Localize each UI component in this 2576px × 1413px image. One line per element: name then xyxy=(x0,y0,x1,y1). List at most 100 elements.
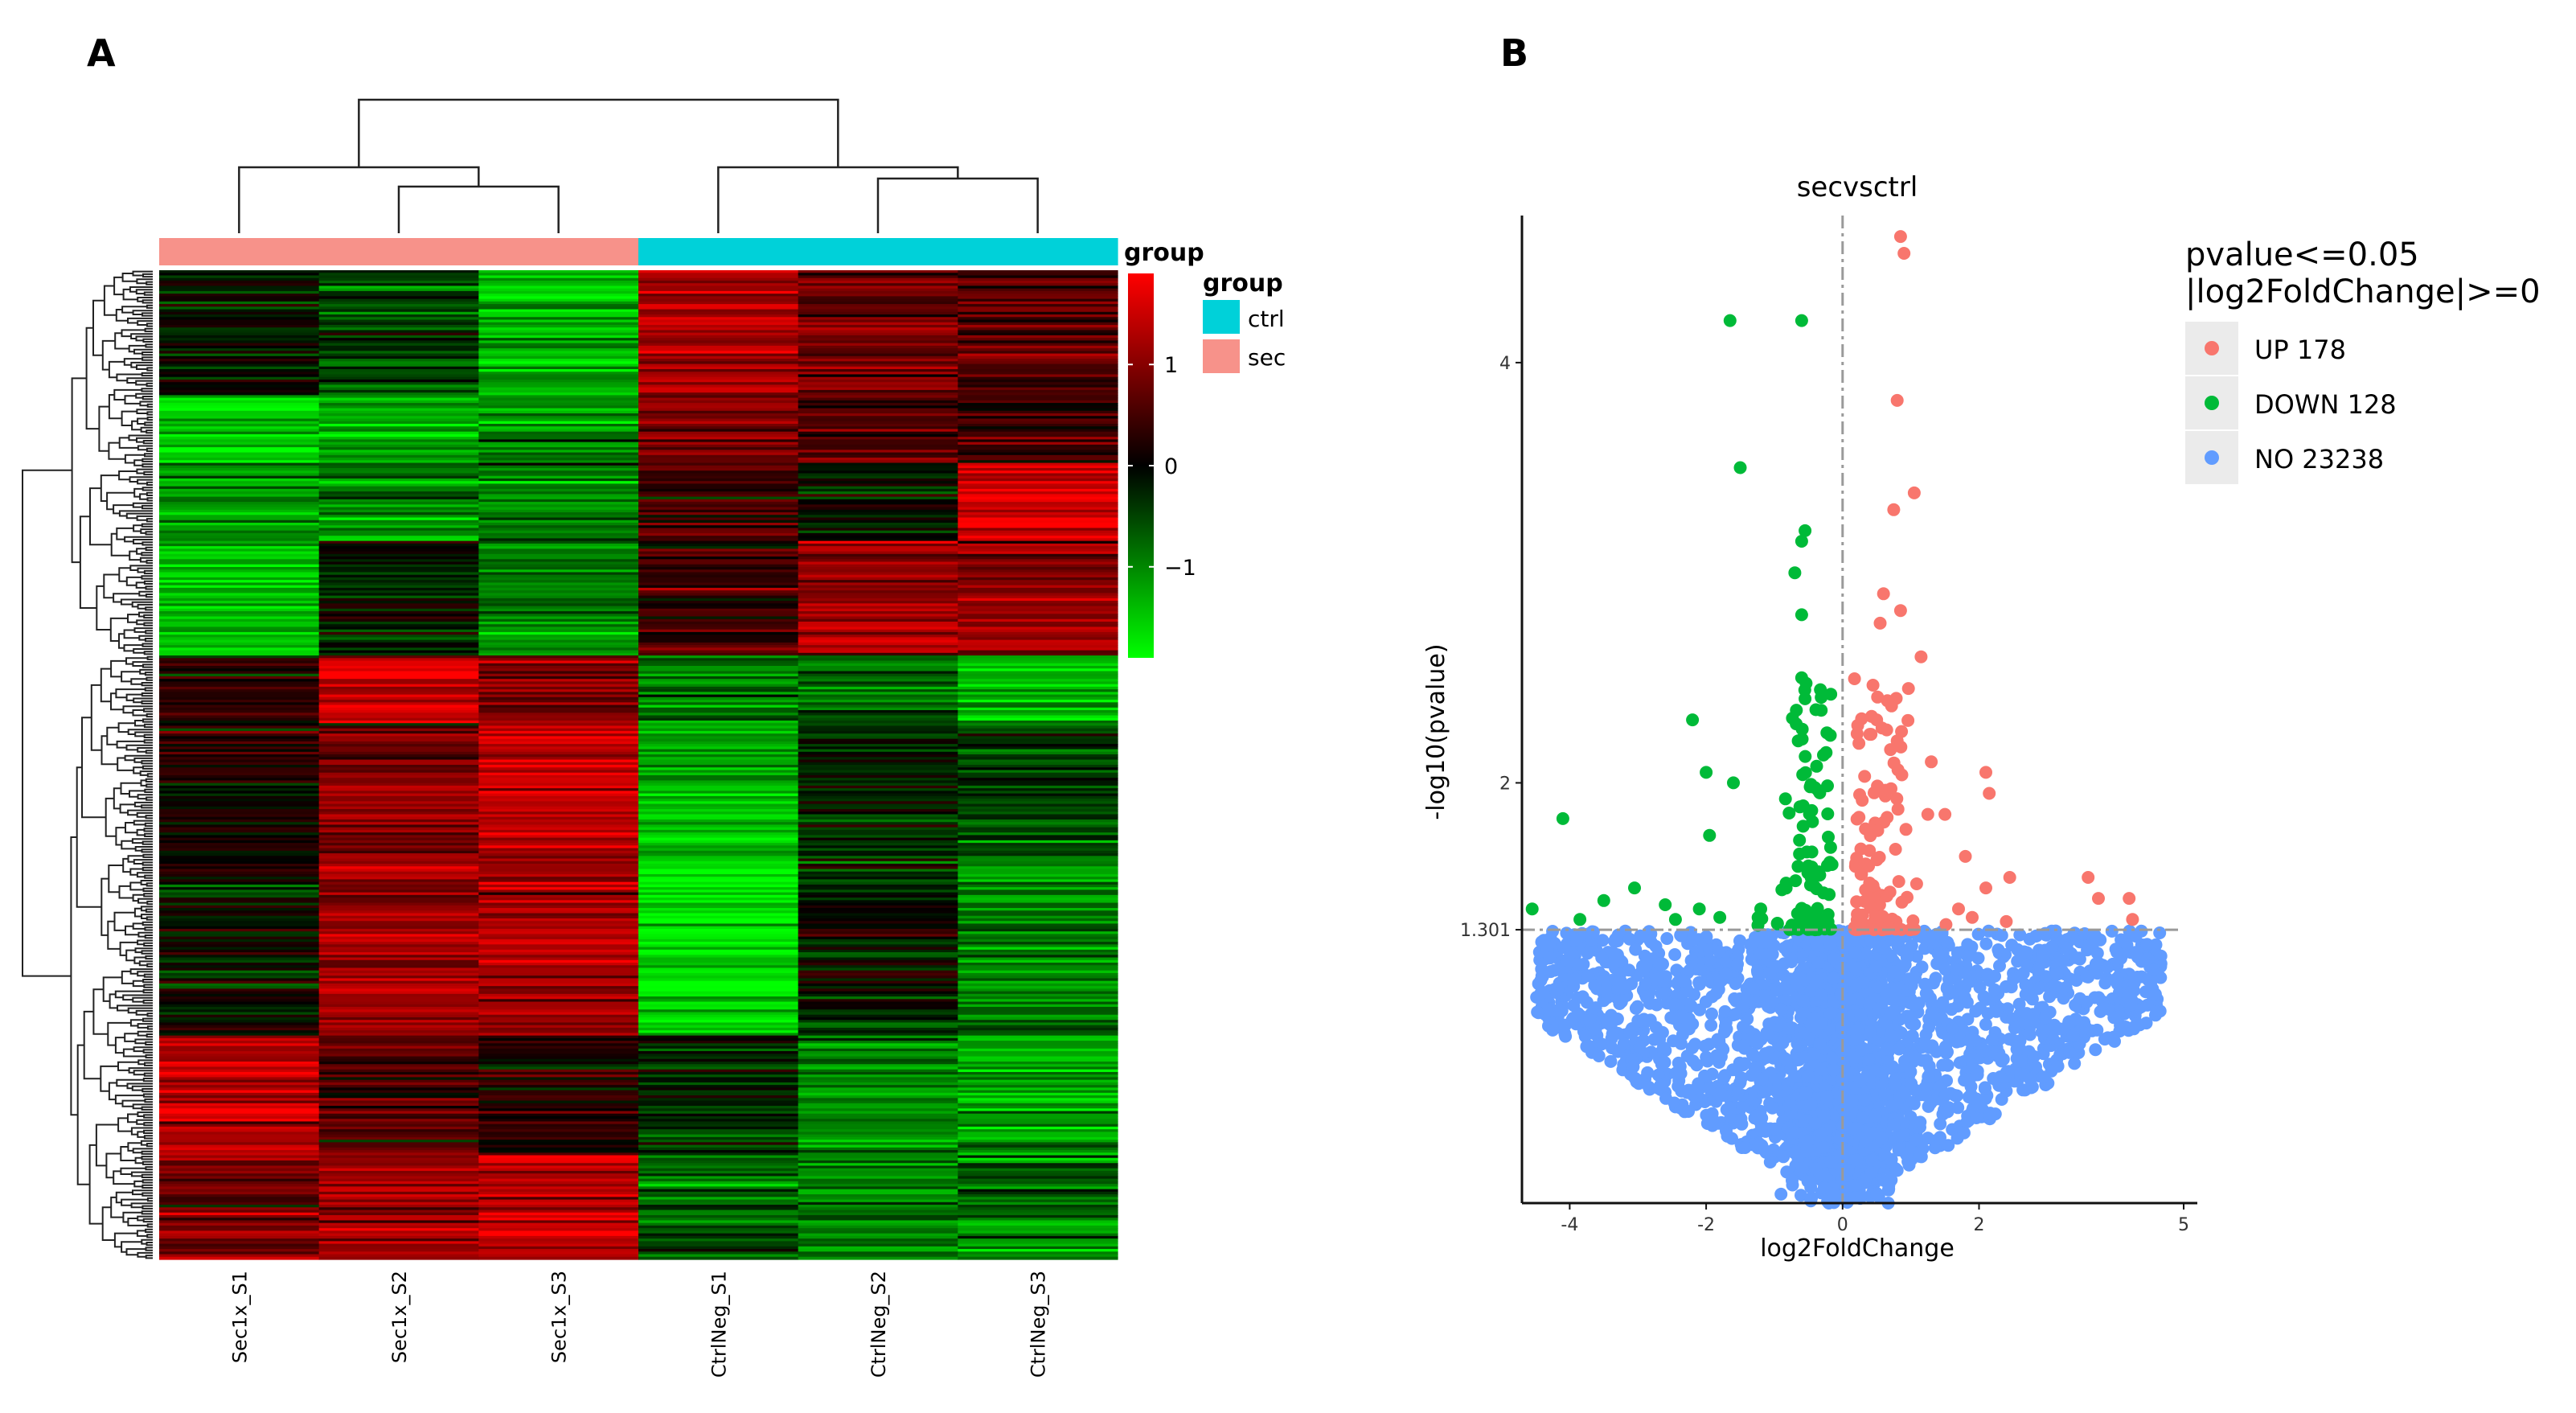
heatmap-cell xyxy=(318,322,479,326)
heatmap-cell xyxy=(958,1009,1118,1013)
heatmap-cell xyxy=(159,304,320,307)
heatmap-cell xyxy=(159,1058,320,1062)
heatmap-cell xyxy=(798,639,958,643)
heatmap-cell xyxy=(958,447,1118,450)
heatmap-cell xyxy=(478,1222,639,1226)
heatmap-cell xyxy=(478,447,639,450)
heatmap-cell xyxy=(318,762,479,766)
heatmap-cell xyxy=(159,1207,320,1211)
heatmap-cell xyxy=(798,723,958,727)
heatmap-cell xyxy=(958,1017,1118,1021)
heatmap-cell xyxy=(318,1048,479,1052)
heatmap-cell xyxy=(798,819,958,823)
heatmap-cell xyxy=(318,967,479,971)
heatmap-cell xyxy=(638,488,799,492)
group-bar-cell-ctrl xyxy=(958,238,1118,265)
heatmap-cell xyxy=(638,1085,799,1088)
volcano-point-no xyxy=(2007,972,2020,986)
heatmap-cell xyxy=(478,1235,639,1239)
heatmap-cell xyxy=(798,970,958,974)
heatmap-cell xyxy=(159,429,320,433)
heatmap-cell xyxy=(318,1043,479,1047)
heatmap-cell xyxy=(798,442,958,446)
heatmap-cell xyxy=(318,733,479,737)
heatmap-cell xyxy=(638,1228,799,1231)
heatmap-cell xyxy=(958,314,1118,318)
volcano-point-no xyxy=(1756,1072,1769,1086)
heatmap-cell xyxy=(638,692,799,696)
heatmap-cell xyxy=(638,934,799,938)
heatmap-cell xyxy=(478,324,639,328)
heatmap-cell xyxy=(318,1037,479,1041)
heatmap-cell xyxy=(478,749,639,753)
heatmap-cell xyxy=(318,686,479,690)
heatmap-cell xyxy=(958,1140,1118,1143)
heatmap-cell xyxy=(798,877,958,881)
heatmap-cell xyxy=(958,840,1118,844)
heatmap-cell xyxy=(159,1157,320,1161)
heatmap-cell xyxy=(318,1069,479,1073)
heatmap-cell xyxy=(478,1199,639,1203)
heatmap-cell xyxy=(798,1210,958,1214)
heatmap-cell xyxy=(958,900,1118,904)
heatmap-cell xyxy=(159,816,320,820)
heatmap-cell xyxy=(478,1197,639,1201)
heatmap-cell xyxy=(958,351,1118,355)
heatmap-cell xyxy=(318,1108,479,1112)
heatmap-cell xyxy=(958,280,1118,284)
heatmap-cell xyxy=(798,314,958,318)
heatmap-cell xyxy=(159,437,320,440)
heatmap-cell xyxy=(159,561,320,565)
heatmap-cell xyxy=(798,387,958,391)
heatmap-cell xyxy=(638,437,799,440)
heatmap-cell xyxy=(958,666,1118,669)
heatmap-cell xyxy=(159,553,320,557)
heatmap-cell xyxy=(159,991,320,995)
heatmap-cell xyxy=(638,369,799,372)
heatmap-cell xyxy=(159,567,320,570)
heatmap-cell xyxy=(638,988,799,992)
heatmap-cell xyxy=(638,639,799,643)
heatmap-cell xyxy=(798,569,958,573)
heatmap-cell xyxy=(318,374,479,378)
heatmap-cell xyxy=(159,593,320,597)
volcano-point-no xyxy=(2079,1021,2093,1035)
heatmap-cell xyxy=(798,746,958,750)
heatmap-cell xyxy=(318,557,479,560)
heatmap-cell xyxy=(318,582,479,586)
heatmap-cell xyxy=(638,590,799,594)
heatmap-cell xyxy=(798,663,958,667)
heatmap-cell xyxy=(638,1048,799,1052)
heatmap-cell xyxy=(798,343,958,347)
heatmap-cell xyxy=(638,809,799,812)
heatmap-cell xyxy=(478,803,639,807)
heatmap-cell xyxy=(318,809,479,812)
heatmap-cell xyxy=(159,611,320,614)
heatmap-cell xyxy=(958,655,1118,659)
heatmap-cell xyxy=(318,1085,479,1088)
heatmap-cell xyxy=(798,1108,958,1112)
heatmap-cell xyxy=(159,1238,320,1242)
heatmap-cell xyxy=(798,1168,958,1172)
heatmap-cell xyxy=(798,1041,958,1044)
heatmap-cell xyxy=(318,353,479,357)
heatmap-cell xyxy=(159,809,320,812)
heatmap-cell xyxy=(638,280,799,284)
heatmap-cell xyxy=(159,1212,320,1216)
heatmap-cell xyxy=(958,590,1118,594)
heatmap-cell xyxy=(159,1092,320,1096)
heatmap-cell xyxy=(958,502,1118,505)
heatmap-cell xyxy=(958,1043,1118,1047)
heatmap-cell xyxy=(958,408,1118,412)
heatmap-cell xyxy=(638,751,799,755)
heatmap-cell xyxy=(958,923,1118,927)
heatmap-cell xyxy=(478,546,639,549)
heatmap-cell xyxy=(478,931,639,934)
heatmap-cell xyxy=(638,512,799,515)
heatmap-cell xyxy=(638,551,799,555)
heatmap-cell xyxy=(958,285,1118,290)
heatmap-cell xyxy=(478,1218,639,1222)
heatmap-cell xyxy=(318,1168,479,1172)
heatmap-cell xyxy=(798,1022,958,1026)
heatmap-cell xyxy=(159,723,320,727)
